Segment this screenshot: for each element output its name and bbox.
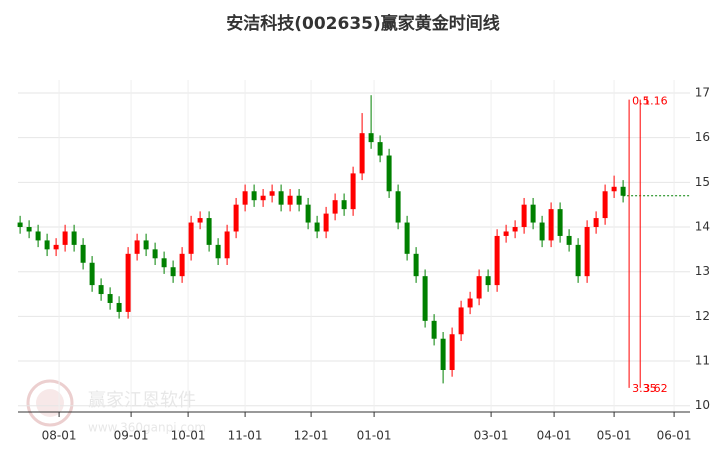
candle-body [485,276,491,286]
candle-body [584,227,590,277]
candle-body [512,227,518,232]
candle-body [386,155,392,192]
candle-body [287,195,293,205]
candle-body [89,262,95,286]
candle-body [458,307,464,335]
candle-body [17,222,23,228]
candle-body [260,195,266,201]
y-tick-label: 15 [695,175,710,189]
candle-body [368,133,374,143]
candle-body [188,222,194,254]
y-tick-label: 16 [695,130,710,144]
x-tick-label: 12-01 [294,429,329,443]
chart-title: 安洁科技(002635)赢家黄金时间线 [226,13,500,34]
golden-bottom-label: 3.62 [643,382,668,395]
candle-body [575,244,581,277]
y-tick-label: 17 [695,85,710,99]
candle-body [377,142,383,156]
golden-top-label: 0.5 [632,95,650,108]
x-tick-label: 06-01 [657,429,692,443]
x-tick-label: 09-01 [114,429,149,443]
candle-body [602,191,608,219]
x-tick-label: 03-01 [474,429,509,443]
candle-body [143,240,149,250]
candle-body [314,222,320,232]
watermark-logo [26,379,74,427]
x-tick-label: 10-01 [171,429,206,443]
candle-body [323,213,329,232]
watermark: 赢家江恩软件 www.360ganpi.com [26,379,206,435]
candle-body [593,218,599,228]
candle-body [350,173,356,210]
candle-body [449,334,455,370]
y-tick-label: 13 [695,264,710,278]
candle-body [341,200,347,210]
candle-body [98,285,104,295]
candle-body [467,298,473,308]
candle-body [179,253,185,277]
candle-body [503,231,509,236]
candle-body [611,186,617,192]
candle-body [251,191,257,201]
watermark-text: 赢家江恩软件 [88,389,196,411]
candle-body [278,191,284,205]
candle-body [539,222,545,241]
candle-body [566,235,572,245]
candle-body [116,302,122,312]
candle-body [269,191,275,196]
x-tick-label: 08-01 [42,429,77,443]
y-tick-label: 12 [695,309,710,323]
candle-body [197,218,203,223]
candle-body [422,276,428,321]
candle-body [359,133,365,174]
candle-body [170,267,176,277]
candle-body [557,209,563,236]
candle-body [26,227,32,232]
candle-body [44,240,50,250]
candle-body [161,258,167,268]
y-tick-label: 11 [695,354,710,368]
candle-body [62,231,68,245]
candle-body [206,218,212,245]
candle-body [53,244,59,250]
candle-body [134,240,140,254]
candle-body [233,204,239,232]
candle-body [224,231,230,259]
candle-body [494,235,500,286]
candle-body [530,204,536,223]
candle-body [242,191,248,205]
candle-body [404,222,410,254]
watermark-url: www.360ganpi.com [88,421,206,435]
candle-body [80,244,86,263]
candle-body [476,276,482,299]
x-tick-label: 04-01 [537,429,572,443]
candle-body [548,209,554,241]
candle-body [35,231,41,241]
golden-bottom-label: 3.35 [632,382,657,395]
candle-body [440,338,446,370]
y-tick-label: 14 [695,220,710,234]
candle-body [107,294,113,303]
watermark-logo-inner [36,389,64,417]
x-tick-label: 01-01 [357,429,392,443]
x-tick-label: 11-01 [228,429,263,443]
candle-body [296,195,302,205]
candle-body [332,200,338,214]
candle-body [71,231,77,245]
candle-body [215,244,221,259]
y-tick-label: 10 [695,398,710,412]
golden-top-label: 1.16 [643,95,668,108]
candle-body [521,204,527,228]
candle-body [125,253,131,312]
candle-body [413,253,419,277]
x-tick-label: 05-01 [597,429,632,443]
candle-body [395,191,401,223]
candle-body [620,186,626,196]
candle-body [305,204,311,223]
candle-body [431,320,437,339]
candle-body [152,249,158,259]
